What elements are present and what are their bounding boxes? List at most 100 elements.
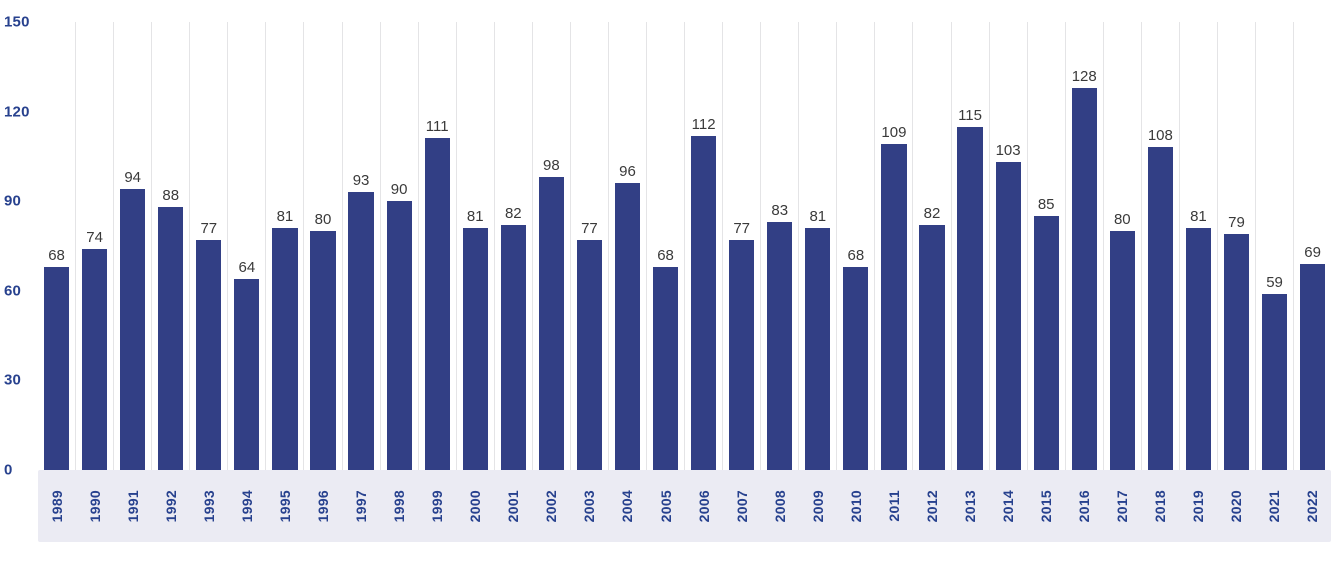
bar [729, 240, 755, 470]
x-tick: 2012 [913, 470, 951, 542]
bar-value-label: 94 [124, 169, 141, 187]
x-tick-label: 1992 [163, 489, 180, 523]
bar-value-label: 77 [581, 220, 598, 238]
bar-cell: 59 [1255, 22, 1293, 470]
bar-cell: 90 [379, 22, 418, 470]
bar-value-label: 90 [390, 181, 408, 199]
x-tick-label: 1990 [87, 489, 104, 523]
x-tick: 2013 [951, 470, 989, 542]
y-tick-label: 90 [4, 192, 22, 210]
bar [82, 249, 108, 470]
x-tick-label: 2018 [1151, 489, 1168, 523]
bar-cell: 115 [950, 22, 989, 470]
x-tick: 2022 [1293, 470, 1331, 542]
x-tick-label: 1993 [201, 489, 218, 523]
bar [957, 126, 983, 470]
x-tick: 2004 [608, 470, 646, 542]
bar-value-label: 74 [86, 229, 103, 246]
bar [614, 183, 641, 470]
x-tick-label: 1991 [125, 489, 142, 523]
bar-cell: 103 [988, 22, 1027, 470]
plot-row: 150 120 90 60 30 0 68 74 94 88 77 64 81 80 93 90 111 81 8… [0, 14, 1331, 479]
bar-value-label: 77 [200, 220, 218, 238]
bar-value-label: 83 [771, 202, 789, 220]
bar-cell: 88 [151, 22, 189, 470]
bar [1147, 147, 1173, 470]
x-axis-band: 1989 1990 1991 1992 1993 1994 1995 1996 1997 1998… [38, 470, 1331, 542]
x-tick: 1994 [228, 470, 266, 542]
bar-value-label: 59 [1266, 273, 1283, 291]
y-tick-label: 60 [4, 282, 22, 300]
x-tick-label: 2006 [695, 489, 712, 523]
bar-cell: 82 [493, 22, 532, 470]
bar-cell: 96 [607, 22, 646, 470]
x-tick-label: 1996 [315, 489, 332, 523]
bar-value-label: 115 [958, 106, 982, 124]
x-tick-label: 2007 [733, 489, 750, 523]
bar-cell: 108 [1140, 22, 1179, 470]
bar [767, 222, 793, 470]
x-tick: 2000 [456, 470, 494, 542]
bar [691, 135, 717, 470]
bar-value-label: 80 [1113, 211, 1131, 229]
bar [1223, 234, 1250, 470]
x-tick: 1993 [190, 470, 228, 542]
bar-value-label: 79 [1228, 214, 1245, 232]
x-tick-label: 2005 [657, 489, 674, 523]
x-tick: 2021 [1255, 470, 1293, 542]
x-tick-label: 1997 [353, 489, 370, 523]
bar-cell: 112 [684, 22, 722, 470]
bar-value-label: 98 [543, 157, 560, 175]
bar-value-label: 69 [1304, 243, 1321, 261]
x-tick: 2003 [570, 470, 608, 542]
bar-value-label: 96 [619, 163, 636, 181]
bar [272, 228, 298, 470]
plot-area: 68 74 94 88 77 64 81 80 93 90 111 81 82 98 77 96 68 112 77… [38, 22, 1331, 470]
x-tick-label: 1995 [277, 489, 294, 523]
bar-cell: 80 [1102, 22, 1141, 470]
bar-cell: 109 [874, 22, 912, 470]
bar-cell: 79 [1216, 22, 1255, 470]
x-tick-label: 1989 [49, 489, 66, 523]
bar [652, 266, 679, 470]
x-tick: 2016 [1065, 470, 1103, 542]
bar-cell: 74 [75, 22, 113, 470]
bar [1261, 293, 1288, 470]
x-tick: 2001 [494, 470, 532, 542]
x-tick: 2006 [685, 470, 723, 542]
x-tick-label: 1999 [429, 489, 446, 523]
bar-value-label: 68 [847, 246, 865, 264]
x-tick-label: 2008 [771, 489, 788, 523]
bar [1033, 216, 1059, 470]
x-tick: 1997 [342, 470, 380, 542]
x-tick: 2007 [723, 470, 761, 542]
bar [538, 177, 564, 470]
bar-value-label: 80 [314, 211, 332, 229]
bar-cell: 80 [303, 22, 341, 470]
x-tick: 1990 [76, 470, 114, 542]
bar [310, 231, 336, 470]
bar-value-label: 64 [238, 258, 256, 276]
bar-value-label: 81 [466, 208, 484, 226]
x-tick-label: 2022 [1304, 489, 1321, 523]
bar-cell: 128 [1064, 22, 1103, 470]
y-tick-label: 120 [4, 103, 30, 121]
x-tick: 2005 [647, 470, 685, 542]
bar [424, 138, 450, 470]
bar [576, 240, 602, 470]
x-tick: 1999 [418, 470, 456, 542]
bar-cell: 82 [912, 22, 950, 470]
bar-cell: 69 [1293, 22, 1331, 470]
x-tick: 2019 [1179, 470, 1217, 542]
x-tick: 2015 [1027, 470, 1065, 542]
bar-cell: 94 [113, 22, 151, 470]
bar [805, 228, 831, 470]
x-tick: 2010 [837, 470, 875, 542]
x-tick-label: 1998 [391, 489, 408, 523]
bar-cell: 81 [265, 22, 303, 470]
x-tick: 1996 [304, 470, 342, 542]
bar-value-label: 111 [425, 118, 449, 136]
x-tick-label: 2004 [619, 489, 636, 523]
bar [1109, 231, 1135, 470]
x-tick: 1989 [38, 470, 76, 542]
